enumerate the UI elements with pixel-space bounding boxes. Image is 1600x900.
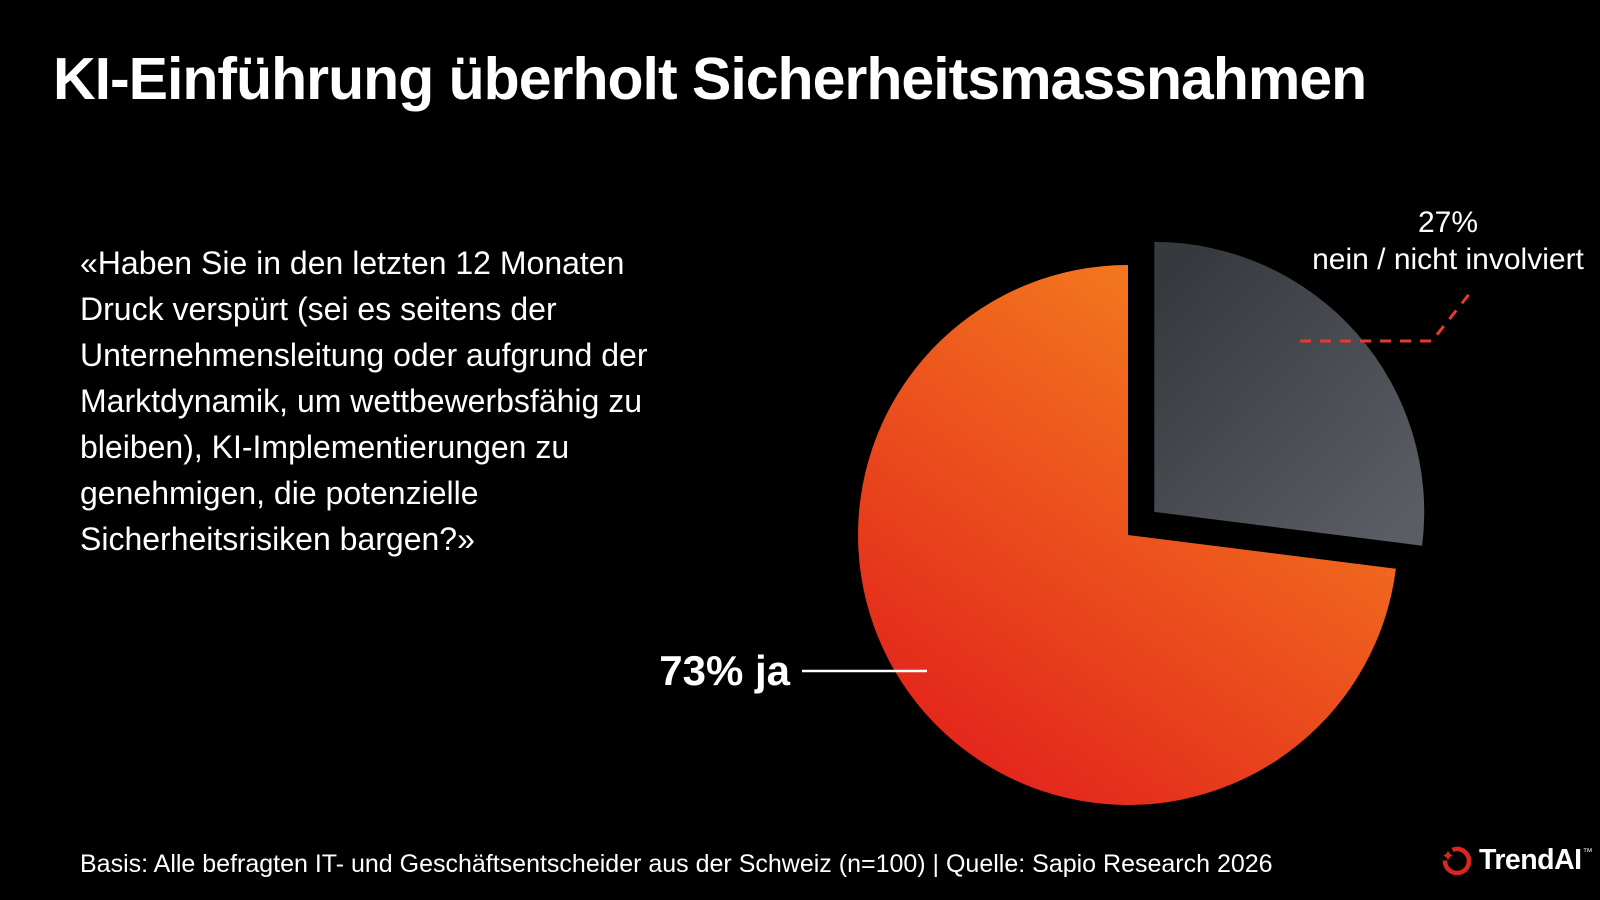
ja-slice-label: 73% ja <box>659 647 790 694</box>
nein-leader-line <box>1300 287 1476 343</box>
brand-logo: TrendAI ™ <box>1437 841 1593 879</box>
nein-slice-percent: 27% <box>1417 206 1479 239</box>
pie-slice-nein-nicht-involviert <box>1154 241 1425 546</box>
pie-slice-ja <box>858 265 1396 805</box>
text-line: genehmigen, die potenzielle <box>80 475 479 511</box>
brand-name: TrendAI <box>1479 844 1582 876</box>
pie-slices <box>858 241 1425 805</box>
logo-sparkle-icon <box>1443 850 1453 861</box>
text-line: Sicherheitsrisiken bargen?» <box>80 521 475 557</box>
trendai-logo-icon <box>1442 846 1472 876</box>
text-line: «Haben Sie in den letzten 12 Monaten <box>80 245 625 281</box>
text-line: Marktdynamik, um wettbewerbsfähig zu <box>80 383 642 419</box>
logo-orbit-ring-icon <box>1442 846 1472 876</box>
survey-question-quote: «Haben Sie in den letzten 12 Monaten Druc… <box>80 240 647 562</box>
source-note: Basis: Alle befragten IT- und Geschäftse… <box>80 850 1273 878</box>
nein-slice-text: nein / nicht involviert <box>1312 243 1584 276</box>
text-line: Druck verspürt (sei es seitens der <box>80 291 557 327</box>
trademark-symbol: ™ <box>1582 847 1593 858</box>
page-title: KI-Einführung überholt Sicherheitsmassna… <box>53 46 1367 112</box>
text-line: Unternehmensleitung oder aufgrund der <box>80 337 648 373</box>
text-line: bleiben), KI-Implementierungen zu <box>80 429 570 465</box>
nein-slice-label: 27% nein / nicht involviert <box>1298 204 1598 278</box>
